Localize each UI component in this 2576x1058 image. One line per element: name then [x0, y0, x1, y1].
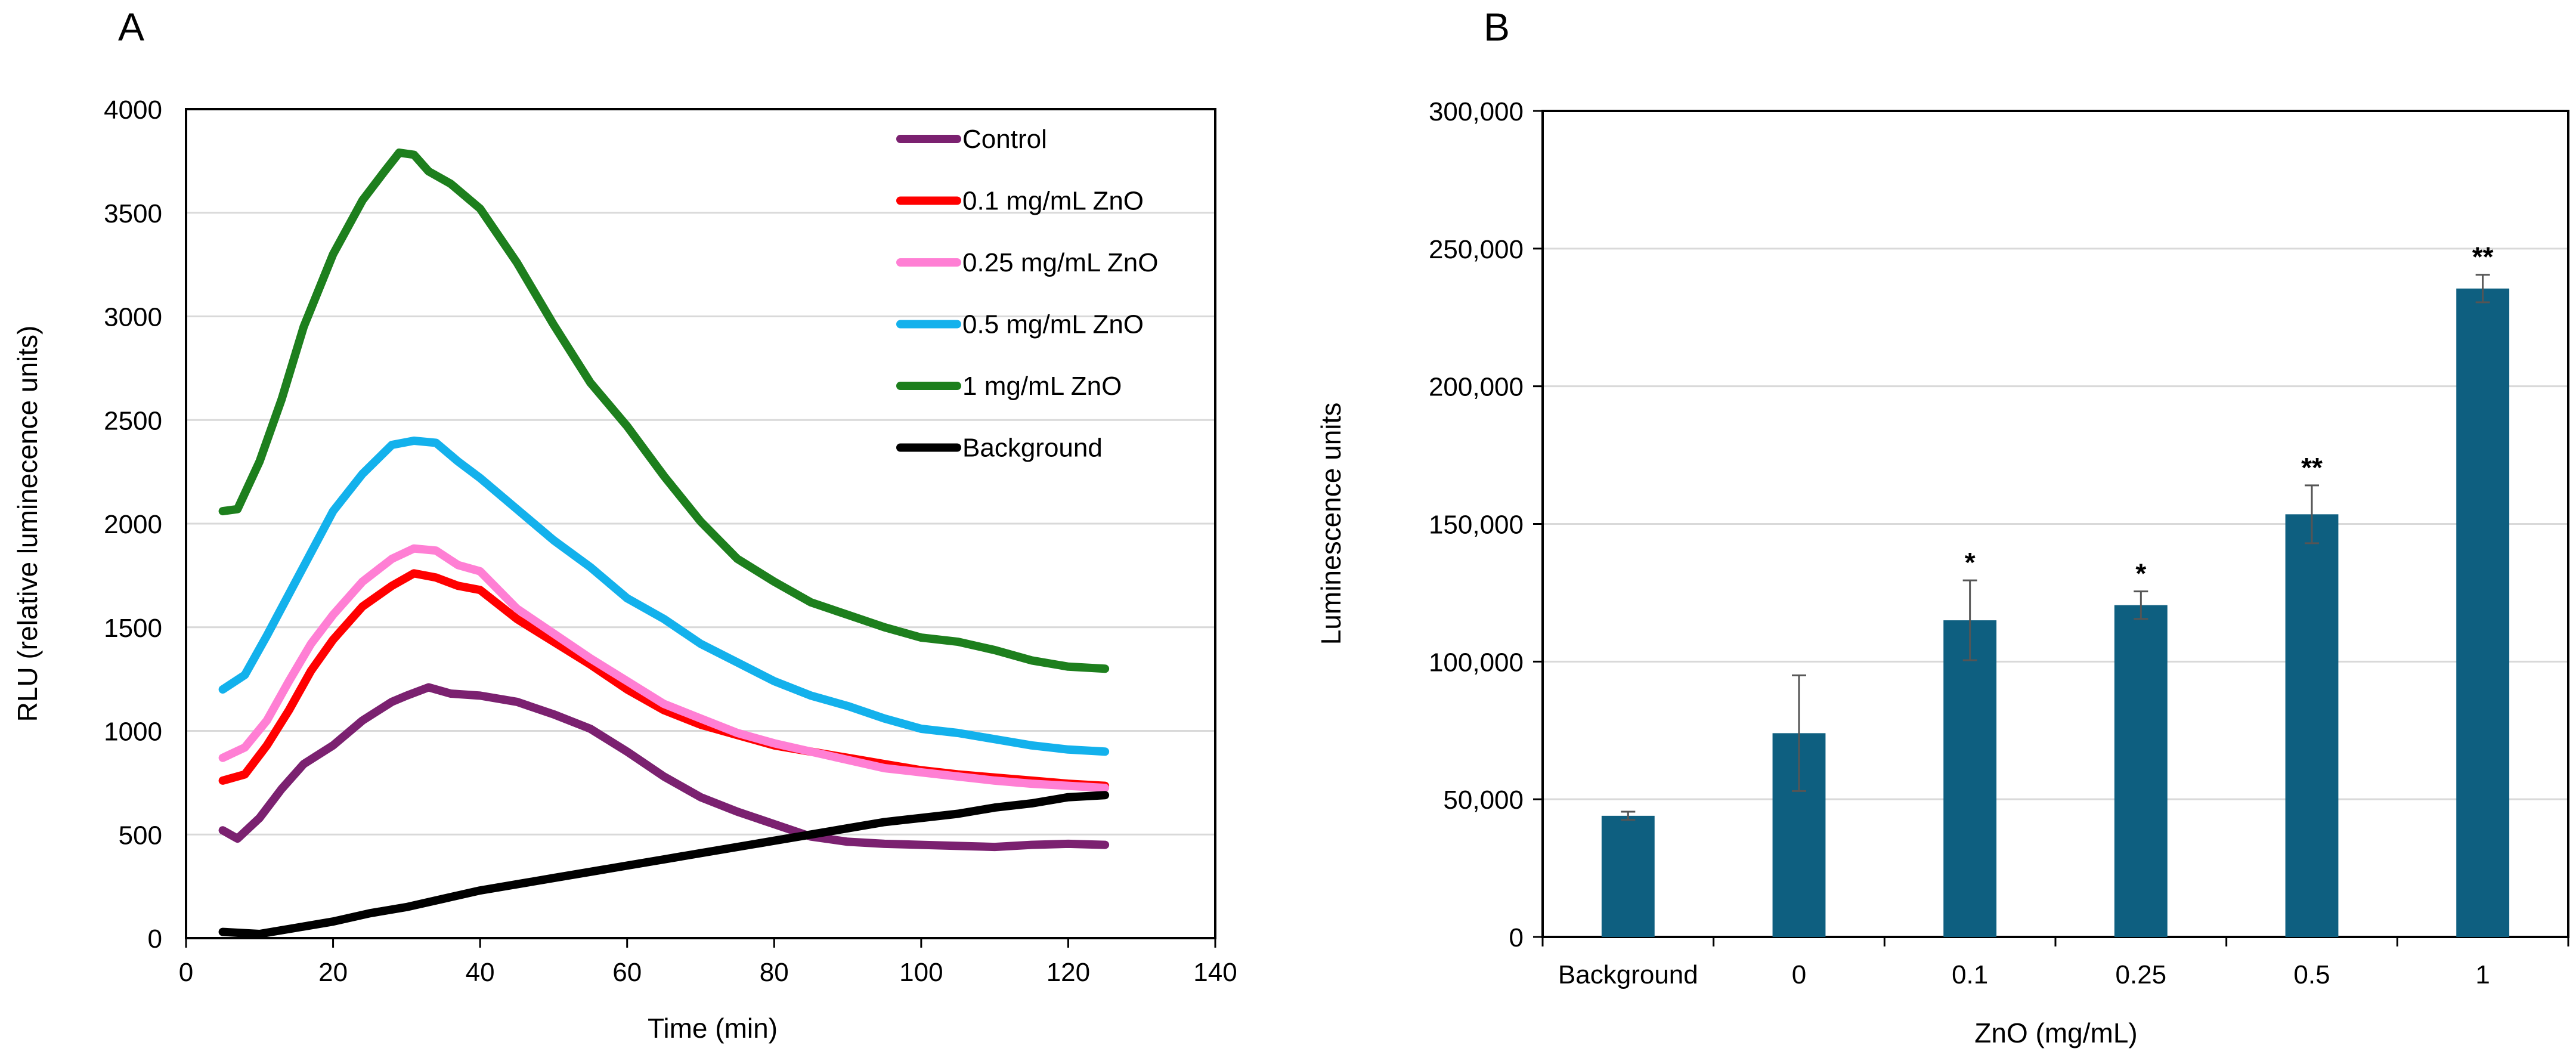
- panel-b-x-tick-label: 1: [2475, 960, 2490, 989]
- panel-b-x-tick-label: 0: [1792, 960, 1806, 989]
- panel-a-x-axis-title: Time (min): [648, 1013, 778, 1044]
- panel-b-bar-chart: B 0 50,000 100,000 150,000 200,000 250,000 300…: [1315, 5, 2569, 1048]
- panel-a-label: A: [118, 5, 144, 49]
- panel-a-plot-frame: [185, 108, 1216, 939]
- panel-b-y-tick-label: 300,000: [1429, 97, 1524, 126]
- panel-a-series-lines: [218, 149, 1110, 938]
- panel-b-significance-marker: **: [2301, 452, 2323, 483]
- panel-a-x-tick-label: 40: [466, 958, 495, 987]
- panel-a-line-chart: A 0 500 1000 1500 2000 2500 3000 3500 4000 0 20 40…: [12, 5, 1237, 1044]
- panel-a-y-tick-label: 1500: [104, 614, 162, 643]
- panel-b-bars: * *****: [1601, 242, 2510, 937]
- panel-b-y-tick-label: 100,000: [1429, 648, 1524, 677]
- panel-b-y-axis-title: Luminescence units: [1315, 403, 1346, 645]
- panel-a-x-tick-label: 0: [179, 958, 193, 987]
- panel-a-x-tick-label: 80: [760, 958, 789, 987]
- panel-a-legend-label: 0.25 mg/mL ZnO: [962, 248, 1159, 277]
- panel-a-series-line-1: [218, 683, 1110, 852]
- panel-b-bar: [2285, 514, 2339, 937]
- panel-a-legend-label: 1 mg/mL ZnO: [962, 372, 1122, 401]
- panel-b-y-tick-label: 50,000: [1443, 785, 1524, 815]
- panel-b-bar: [2456, 288, 2510, 937]
- panel-a-y-tick-label: 0: [148, 924, 162, 954]
- panel-a-y-tick-label: 3000: [104, 303, 162, 332]
- panel-b-gridlines: [1543, 248, 2568, 800]
- panel-b-significance-marker: **: [2472, 242, 2494, 273]
- panel-b-bar: [1601, 815, 1655, 937]
- panel-b-y-tick-label: 150,000: [1429, 511, 1524, 540]
- panel-a-legend-label: 0.5 mg/mL ZnO: [962, 310, 1144, 339]
- panel-b-bar: [2114, 605, 2168, 937]
- panel-b-label: B: [1484, 5, 1510, 49]
- panel-b-x-tick-label: 0.1: [1952, 960, 1988, 989]
- panel-b-significance-marker: *: [2135, 558, 2146, 589]
- panel-a-y-tick-label: 3500: [104, 199, 162, 228]
- panel-a-y-axis-title: RLU (relative luminecence units): [12, 326, 43, 722]
- panel-a-legend-label: Control: [962, 125, 1047, 154]
- panel-b-x-tick-label: 0.5: [2293, 960, 2330, 989]
- panel-b-x-ticks: Background 0 0.1 0.25 0.5 1: [1541, 937, 2569, 989]
- panel-a-x-tick-label: 100: [899, 958, 943, 987]
- panel-b-y-tick-label: 200,000: [1429, 373, 1524, 402]
- panel-a-legend-label: 0.1 mg/mL ZnO: [962, 187, 1144, 216]
- panel-a-y-tick-label: 2500: [104, 406, 162, 435]
- panel-a-series-line-3: [218, 544, 1110, 793]
- panel-b-significance-marker: *: [1965, 547, 1976, 578]
- panel-a-series-line-5: [218, 149, 1110, 673]
- panel-a-x-ticks: 0 20 40 60 80 100 120 140: [179, 938, 1237, 987]
- panel-a-y-ticks: 0 500 1000 1500 2000 2500 3000 3500 4000: [104, 95, 162, 954]
- panel-a-y-tick-label: 2000: [104, 510, 162, 539]
- panel-b-y-ticks: 0 50,000 100,000 150,000 200,000 250,000 300,0…: [1429, 97, 1543, 952]
- panel-a-x-tick-label: 120: [1046, 958, 1090, 987]
- panel-b-x-axis-title: ZnO (mg/mL): [1974, 1017, 2137, 1048]
- panel-a-legend-label: Background: [962, 434, 1103, 463]
- panel-a-y-tick-label: 4000: [104, 95, 162, 125]
- panel-b-x-tick-label: 0.25: [2116, 960, 2167, 989]
- panel-a-y-tick-label: 500: [119, 821, 162, 850]
- panel-b-y-tick-label: 0: [1509, 923, 1524, 952]
- panel-a-x-tick-label: 140: [1193, 958, 1237, 987]
- panel-b-x-tick-label: Background: [1558, 960, 1698, 989]
- panel-a-series-line-4: [218, 437, 1110, 756]
- panel-a-x-tick-label: 60: [612, 958, 642, 987]
- panel-a-legend: Control 0.1 mg/mL ZnO 0.25 mg/mL ZnO 0.5 mg…: [896, 125, 1159, 463]
- panel-a-x-tick-label: 20: [318, 958, 348, 987]
- panel-a-gridlines: [186, 212, 1215, 836]
- panel-b-bar: [1943, 620, 1997, 937]
- panel-a-series-line-6: [218, 791, 1110, 938]
- panel-a-y-tick-label: 1000: [104, 717, 162, 747]
- panel-b-y-tick-label: 250,000: [1429, 235, 1524, 264]
